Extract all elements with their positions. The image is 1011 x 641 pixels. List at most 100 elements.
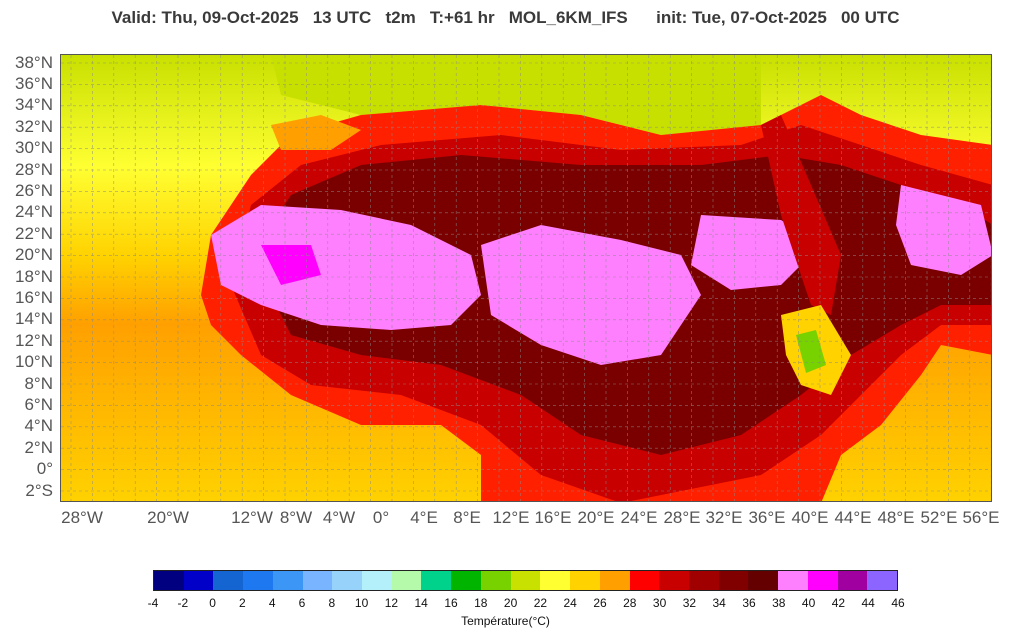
temperature-map bbox=[60, 54, 992, 502]
lon-label: 4°W bbox=[322, 508, 356, 527]
legend-tick-label: 26 bbox=[593, 596, 607, 610]
legend-tick-label: 4 bbox=[268, 596, 276, 610]
legend-tick-label: 34 bbox=[712, 596, 726, 610]
lon-label: 36°E bbox=[748, 508, 786, 527]
lat-label: 12°N bbox=[15, 330, 53, 350]
legend-tick-label: 32 bbox=[682, 596, 697, 610]
legend-tick-label: 12 bbox=[384, 596, 399, 610]
lat-label: 28°N bbox=[15, 159, 53, 179]
legend-swatch bbox=[362, 571, 392, 590]
legend-swatch bbox=[243, 571, 273, 590]
legend-tick-label: 14 bbox=[414, 596, 428, 610]
legend-tick-label: 30 bbox=[652, 596, 667, 610]
legend-swatch bbox=[778, 571, 808, 590]
lat-label: 30°N bbox=[15, 138, 53, 158]
legend-swatch bbox=[510, 571, 541, 590]
lon-label: 28°E bbox=[663, 508, 701, 527]
lat-label: 16°N bbox=[15, 287, 53, 307]
legend-swatch bbox=[688, 571, 719, 590]
map-grid bbox=[61, 55, 991, 501]
highlands-green bbox=[796, 330, 826, 373]
legend-swatch bbox=[748, 571, 779, 590]
lat-label: 8°N bbox=[24, 373, 53, 393]
lat-label: 22°N bbox=[15, 223, 53, 243]
legend-tick-label: 16 bbox=[444, 596, 458, 610]
legend-tick-label: 20 bbox=[503, 596, 518, 610]
legend-tick-label: -4 bbox=[147, 596, 159, 610]
legend-swatch bbox=[718, 571, 749, 590]
legend-swatch bbox=[272, 571, 303, 590]
legend-swatch bbox=[451, 571, 481, 590]
legend-tick-label: 44 bbox=[861, 596, 875, 610]
legend-swatch bbox=[213, 571, 244, 590]
lon-label: 12°E bbox=[492, 508, 530, 527]
lat-label: 26°N bbox=[15, 180, 53, 200]
color-legend bbox=[153, 570, 898, 591]
legend-tick-label: 46 bbox=[891, 596, 905, 610]
lon-label: 52°E bbox=[920, 508, 958, 527]
lon-label: 20°E bbox=[577, 508, 615, 527]
legend-swatch bbox=[807, 571, 838, 590]
legend-tick-label: 6 bbox=[298, 596, 306, 610]
legend-title: Température(°C) bbox=[461, 614, 550, 628]
legend-swatch bbox=[629, 571, 660, 590]
legend-swatch bbox=[183, 571, 214, 590]
legend-tick-label: 2 bbox=[239, 596, 246, 610]
legend-swatch bbox=[867, 571, 897, 590]
legend-tick-label: 22 bbox=[533, 596, 548, 610]
lon-label: 16°E bbox=[534, 508, 572, 527]
chart-title: Valid: Thu, 09-Oct-2025 13 UTC t2m T:+61… bbox=[111, 8, 900, 27]
legend-swatch bbox=[332, 571, 363, 590]
lon-label: 28°W bbox=[61, 508, 103, 527]
lat-label: 38°N bbox=[15, 52, 53, 72]
legend-swatch bbox=[302, 571, 333, 590]
legend-swatch bbox=[837, 571, 868, 590]
lat-label: 6°N bbox=[24, 394, 53, 414]
lon-label: 8°W bbox=[279, 508, 313, 527]
legend-tick-label: 24 bbox=[563, 596, 577, 610]
lat-label: 14°N bbox=[15, 309, 53, 329]
lon-label: 8°E bbox=[453, 508, 481, 527]
legend-tick-label: 10 bbox=[354, 596, 369, 610]
lon-label: 12°W bbox=[231, 508, 273, 527]
lat-label: 4°N bbox=[24, 416, 53, 436]
lon-label: 40°E bbox=[791, 508, 829, 527]
lon-label: 44°E bbox=[834, 508, 872, 527]
lon-label: 24°E bbox=[620, 508, 658, 527]
lat-label: 34°N bbox=[15, 95, 53, 115]
lat-label: 20°N bbox=[15, 245, 53, 265]
legend-swatch bbox=[421, 571, 452, 590]
legend-tick-label: 0 bbox=[209, 596, 216, 610]
extreme-heat-arabia bbox=[896, 185, 991, 275]
map-canvas bbox=[61, 55, 991, 501]
lon-label: 48°E bbox=[877, 508, 915, 527]
legend-tick-label: 8 bbox=[328, 596, 336, 610]
lat-label: 24°N bbox=[15, 202, 53, 222]
lon-label: 4°E bbox=[410, 508, 438, 527]
legend-tick-label: 28 bbox=[623, 596, 637, 610]
lon-label: 20°W bbox=[147, 508, 189, 527]
legend-tick-label: 40 bbox=[801, 596, 816, 610]
legend-swatch bbox=[480, 571, 511, 590]
lat-label: 2°S bbox=[25, 480, 53, 500]
legend-swatch bbox=[154, 571, 184, 590]
extreme-heat-central bbox=[481, 225, 701, 365]
lon-label: 0° bbox=[372, 508, 390, 527]
lat-label: 18°N bbox=[15, 266, 53, 286]
lat-label: 0° bbox=[36, 459, 53, 479]
lon-label: 56°E bbox=[962, 508, 1000, 527]
lat-label: 10°N bbox=[15, 352, 53, 372]
legend-tick-label: 36 bbox=[742, 596, 756, 610]
mediterranean-sea bbox=[271, 55, 761, 135]
legend-swatch bbox=[659, 571, 689, 590]
lat-label: 2°N bbox=[24, 437, 53, 457]
legend-tick-label: -2 bbox=[177, 596, 189, 610]
legend-tick-label: 38 bbox=[772, 596, 786, 610]
legend-tick-label: 18 bbox=[474, 596, 488, 610]
legend-swatch bbox=[599, 571, 630, 590]
lon-label: 32°E bbox=[705, 508, 743, 527]
lat-label: 36°N bbox=[15, 73, 53, 93]
legend-swatch bbox=[391, 571, 422, 590]
lat-label: 32°N bbox=[15, 116, 53, 136]
legend-tick-label: 42 bbox=[831, 596, 846, 610]
